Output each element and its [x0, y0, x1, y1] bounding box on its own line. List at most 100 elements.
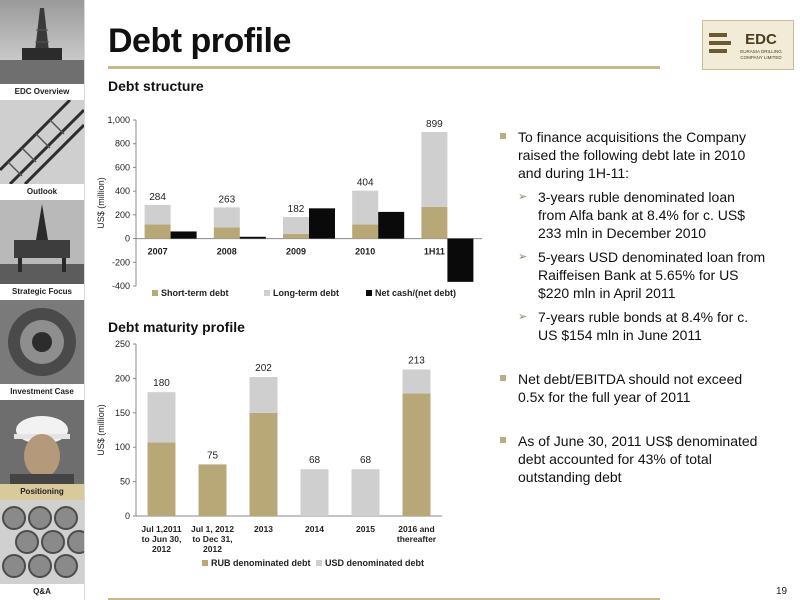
arrow-bullet-icon: ➢ [518, 191, 528, 203]
legend-label: Short-term debt [161, 288, 229, 298]
debt-structure-heading: Debt structure [108, 78, 204, 94]
y-axis-label: US$ (million) [96, 177, 106, 229]
net-cash-bar [378, 211, 405, 239]
x-tick-label: 2012 [152, 544, 171, 554]
debt-maturity-heading: Debt maturity profile [108, 319, 245, 335]
sub-bullet-item: ➢ 7-years ruble bonds at 8.4% for c. US … [498, 308, 766, 344]
debt-maturity-chart: 0 50 100 150 200 250 US$ (million) 180 Jul 1,201… [96, 339, 442, 568]
nav-label: EDC Overview [0, 84, 84, 100]
bullet-item: As of June 30, 2011 US$ denominated debt… [498, 432, 766, 486]
nav-item-strategic-focus[interactable]: Strategic Focus [0, 200, 84, 300]
usd-debt-bar [147, 392, 176, 443]
bullet-square-icon [500, 133, 506, 139]
legend-swatch [202, 560, 208, 566]
stairs-photo [0, 100, 84, 184]
x-tick-label: 2010 [355, 247, 375, 257]
rub-debt-bar [249, 412, 278, 516]
long-term-debt-bar [352, 190, 379, 225]
bullet-text: Net debt/EBITDA should not exceed 0.5x f… [518, 371, 743, 405]
short-term-debt-bar [144, 224, 171, 239]
bullet-item: To finance acquisitions the Company rais… [498, 128, 766, 182]
total-label: 68 [360, 455, 372, 466]
nav-item-positioning[interactable]: Positioning [0, 400, 84, 500]
rub-debt-bar [198, 464, 227, 516]
page-title: Debt profile [108, 22, 291, 60]
y-tick-label: 200 [115, 373, 130, 383]
total-debt-label: 284 [149, 192, 166, 203]
total-label: 180 [153, 378, 170, 389]
y-tick-label: 50 [120, 477, 130, 487]
legend-label: RUB denominated debt [211, 558, 311, 568]
nav-label: Q&A [0, 584, 84, 600]
total-debt-label: 404 [357, 178, 374, 189]
total-debt-label: 263 [218, 194, 235, 205]
long-term-debt-bar [283, 216, 309, 234]
footer-divider [108, 598, 660, 600]
left-navigation: EDC Overview Outlook [0, 0, 85, 600]
nav-label: Investment Case [0, 384, 84, 400]
y-tick-label: 400 [115, 186, 130, 196]
rub-debt-bar [402, 393, 431, 516]
logo-emblem-icon [709, 33, 731, 53]
nav-item-edc-overview[interactable]: EDC Overview [0, 0, 84, 100]
x-tick-label: 2012 [203, 544, 222, 554]
logo-brand: EDC [745, 31, 777, 48]
sub-bullet-text: 3-years ruble denominated loan from Alfa… [538, 189, 745, 241]
arrow-bullet-icon: ➢ [518, 311, 528, 323]
drilling-rig-photo [0, 0, 84, 84]
short-term-debt-bar [283, 233, 309, 239]
x-tick-label: thereafter [397, 534, 437, 544]
x-tick-label: 2015 [356, 524, 375, 534]
y-tick-label: -200 [112, 257, 130, 267]
y-tick-label: 800 [115, 139, 130, 149]
short-term-debt-bar [213, 227, 240, 239]
short-term-debt-bar [352, 224, 379, 239]
nav-item-outlook[interactable]: Outlook [0, 100, 84, 200]
arrow-bullet-icon: ➢ [518, 251, 528, 263]
net-debt-label: (365) [450, 298, 471, 304]
usd-debt-bar [351, 469, 380, 516]
long-term-debt-bar [421, 131, 448, 207]
bullet-square-icon [500, 375, 506, 381]
usd-debt-bar [300, 469, 329, 516]
y-tick-label: 1,000 [107, 115, 130, 125]
legend-label: USD denominated debt [325, 558, 424, 568]
y-tick-label: 0 [125, 511, 130, 521]
sub-bullet-item: ➢ 5-years USD denominated loan from Raif… [498, 248, 766, 302]
legend-swatch [152, 290, 158, 296]
y-tick-label: 100 [115, 442, 130, 452]
worker-photo [0, 400, 84, 484]
y-tick-label: 150 [115, 408, 130, 418]
legend-label: Long-term debt [273, 288, 339, 298]
rub-debt-bar [147, 442, 176, 516]
bullet-text: As of June 30, 2011 US$ denominated debt… [518, 433, 758, 485]
x-tick-label: 2016 and [398, 524, 434, 534]
pipes-photo [0, 500, 84, 584]
nav-label: Positioning [0, 484, 84, 500]
net-cash-bar [170, 231, 197, 239]
y-tick-label: -400 [112, 281, 130, 291]
bullet-list: To finance acquisitions the Company rais… [498, 128, 766, 486]
total-label: 68 [309, 455, 321, 466]
edc-logo: EDC EURASIA DRILLING COMPANY LIMITED [702, 20, 794, 70]
x-tick-label: 2007 [148, 247, 168, 257]
y-tick-label: 250 [115, 339, 130, 349]
x-tick-label: to Jun 30, [142, 534, 182, 544]
nav-item-qa[interactable]: Q&A [0, 500, 84, 600]
total-label: 213 [408, 355, 425, 366]
nav-label: Strategic Focus [0, 284, 84, 300]
page-number: 19 [776, 586, 788, 597]
legend-swatch [366, 290, 372, 296]
usd-debt-bar [249, 377, 278, 413]
y-tick-label: 600 [115, 162, 130, 172]
x-tick-label: 2008 [217, 247, 237, 257]
net-cash-bar [309, 208, 335, 239]
sub-bullet-text: 5-years USD denominated loan from Raiffe… [538, 249, 766, 301]
net-cash-bar [239, 236, 266, 239]
logo-line1: EURASIA DRILLING [740, 49, 782, 54]
bullet-text: To finance acquisitions the Company rais… [518, 129, 747, 181]
y-axis-label: US$ (million) [96, 404, 106, 456]
x-tick-label: to Dec 31, [192, 534, 232, 544]
sub-bullet-item: ➢ 3-years ruble denominated loan from Al… [498, 188, 766, 242]
nav-item-investment-case[interactable]: Investment Case [0, 300, 84, 400]
